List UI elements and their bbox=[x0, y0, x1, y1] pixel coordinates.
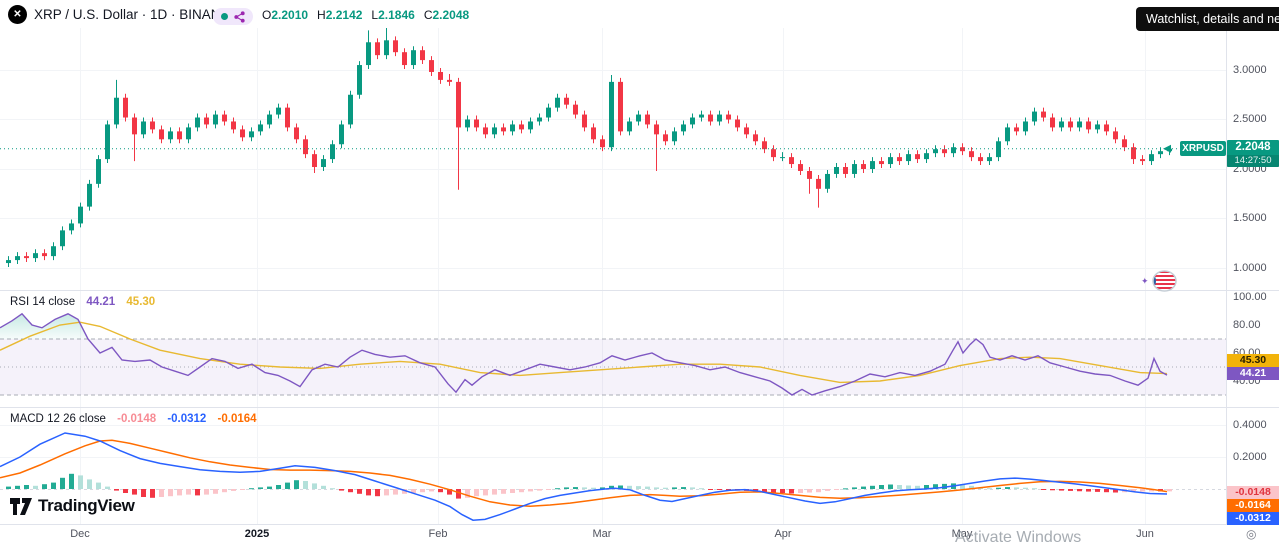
rsi-scale-label: 80.00 bbox=[1233, 319, 1261, 331]
pane-separator-rsi[interactable] bbox=[0, 290, 1279, 291]
rsi-badge: 45.30 bbox=[1227, 354, 1279, 367]
market-status-icon[interactable] bbox=[221, 13, 228, 20]
time-axis-label[interactable]: May bbox=[951, 528, 973, 540]
time-axis-label[interactable]: Jun bbox=[1136, 528, 1154, 540]
macd-title: MACD 12 26 close bbox=[10, 413, 106, 425]
share-icon[interactable] bbox=[234, 10, 245, 23]
macd-hist-value: -0.0148 bbox=[117, 413, 157, 425]
xrp-logo-icon: ✕ bbox=[8, 5, 27, 24]
rsi-ma-value: 45.30 bbox=[126, 296, 156, 308]
ohlc-high: H2.2142 bbox=[317, 8, 363, 22]
last-price-badge: 2.2048 14:27:50 bbox=[1227, 140, 1279, 167]
us-flag-icon[interactable] bbox=[1152, 270, 1177, 297]
macd-line-value: -0.0312 bbox=[167, 413, 207, 425]
price-scale-label: 1.0000 bbox=[1233, 262, 1267, 274]
macd-badge: -0.0164 bbox=[1227, 499, 1279, 512]
time-settings-icon[interactable]: ◎ bbox=[1246, 527, 1257, 541]
time-axis-label[interactable]: 2025 bbox=[244, 528, 270, 540]
macd-scale-label: 0.2000 bbox=[1233, 451, 1267, 463]
macd-badge: -0.0148 bbox=[1227, 486, 1279, 499]
symbol-title[interactable]: XRP / U.S. Dollar · 1D · BINANCE bbox=[34, 7, 240, 22]
ohlc-open: O2.2010 bbox=[262, 8, 309, 22]
tradingview-logo-icon bbox=[10, 497, 32, 515]
countdown-timer: 14:27:50 bbox=[1227, 155, 1279, 167]
macd-header[interactable]: MACD 12 26 close -0.0148 -0.0312 -0.0164 bbox=[10, 413, 257, 425]
last-price-symbol-label: XRPUSD bbox=[1180, 141, 1226, 156]
sparkle-icon: ✦ bbox=[1141, 276, 1149, 286]
macd-badge: -0.0312 bbox=[1227, 512, 1279, 525]
rsi-header[interactable]: RSI 14 close 44.21 45.30 bbox=[10, 296, 155, 308]
price-scale-label: 1.5000 bbox=[1233, 212, 1267, 224]
xrp-logo-glyph: ✕ bbox=[13, 9, 22, 20]
ohlc-values: O2.2010 H2.2142 L2.1846 C2.2048 bbox=[262, 8, 469, 22]
ohlc-low: L2.1846 bbox=[371, 8, 415, 22]
price-scale-label: 2.5000 bbox=[1233, 113, 1267, 125]
rsi-value: 44.21 bbox=[86, 296, 116, 308]
pane-separator-macd[interactable] bbox=[0, 407, 1279, 408]
tradingview-logo-text: TradingView bbox=[38, 496, 135, 515]
time-axis-separator bbox=[0, 524, 1279, 525]
chart-header: ✕ XRP / U.S. Dollar · 1D · BINANCE O2.20… bbox=[0, 0, 1279, 28]
price-scale-label: 3.0000 bbox=[1233, 64, 1267, 76]
rsi-pane[interactable] bbox=[0, 312, 1226, 396]
time-axis-label[interactable]: Feb bbox=[428, 528, 448, 540]
macd-signal-value: -0.0164 bbox=[217, 413, 257, 425]
macd-pane[interactable] bbox=[0, 425, 1226, 521]
ohlc-close: C2.2048 bbox=[423, 8, 470, 22]
time-axis-label[interactable]: Dec bbox=[70, 528, 90, 540]
last-price-value: 2.2048 bbox=[1235, 141, 1271, 153]
status-share-pill[interactable] bbox=[213, 8, 253, 25]
activate-windows-watermark: Activate Windows bbox=[955, 529, 1082, 546]
rsi-title: RSI 14 close bbox=[10, 296, 76, 308]
price-scale-separator bbox=[1226, 0, 1227, 524]
rsi-scale-label: 100.00 bbox=[1233, 291, 1267, 303]
tradingview-logo[interactable]: TradingView bbox=[10, 496, 135, 516]
time-axis-label[interactable]: Mar bbox=[592, 528, 612, 540]
time-axis-label[interactable]: Apr bbox=[774, 528, 792, 540]
price-pane[interactable] bbox=[0, 27, 1226, 269]
rsi-badge: 44.21 bbox=[1227, 367, 1279, 380]
time-axis[interactable]: Dec 2025 Feb Mar Apr May Jun ◎ bbox=[0, 525, 1279, 542]
macd-scale-label: 0.4000 bbox=[1233, 419, 1267, 431]
watchlist-tooltip: Watchlist, details and news bbox=[1136, 7, 1279, 31]
